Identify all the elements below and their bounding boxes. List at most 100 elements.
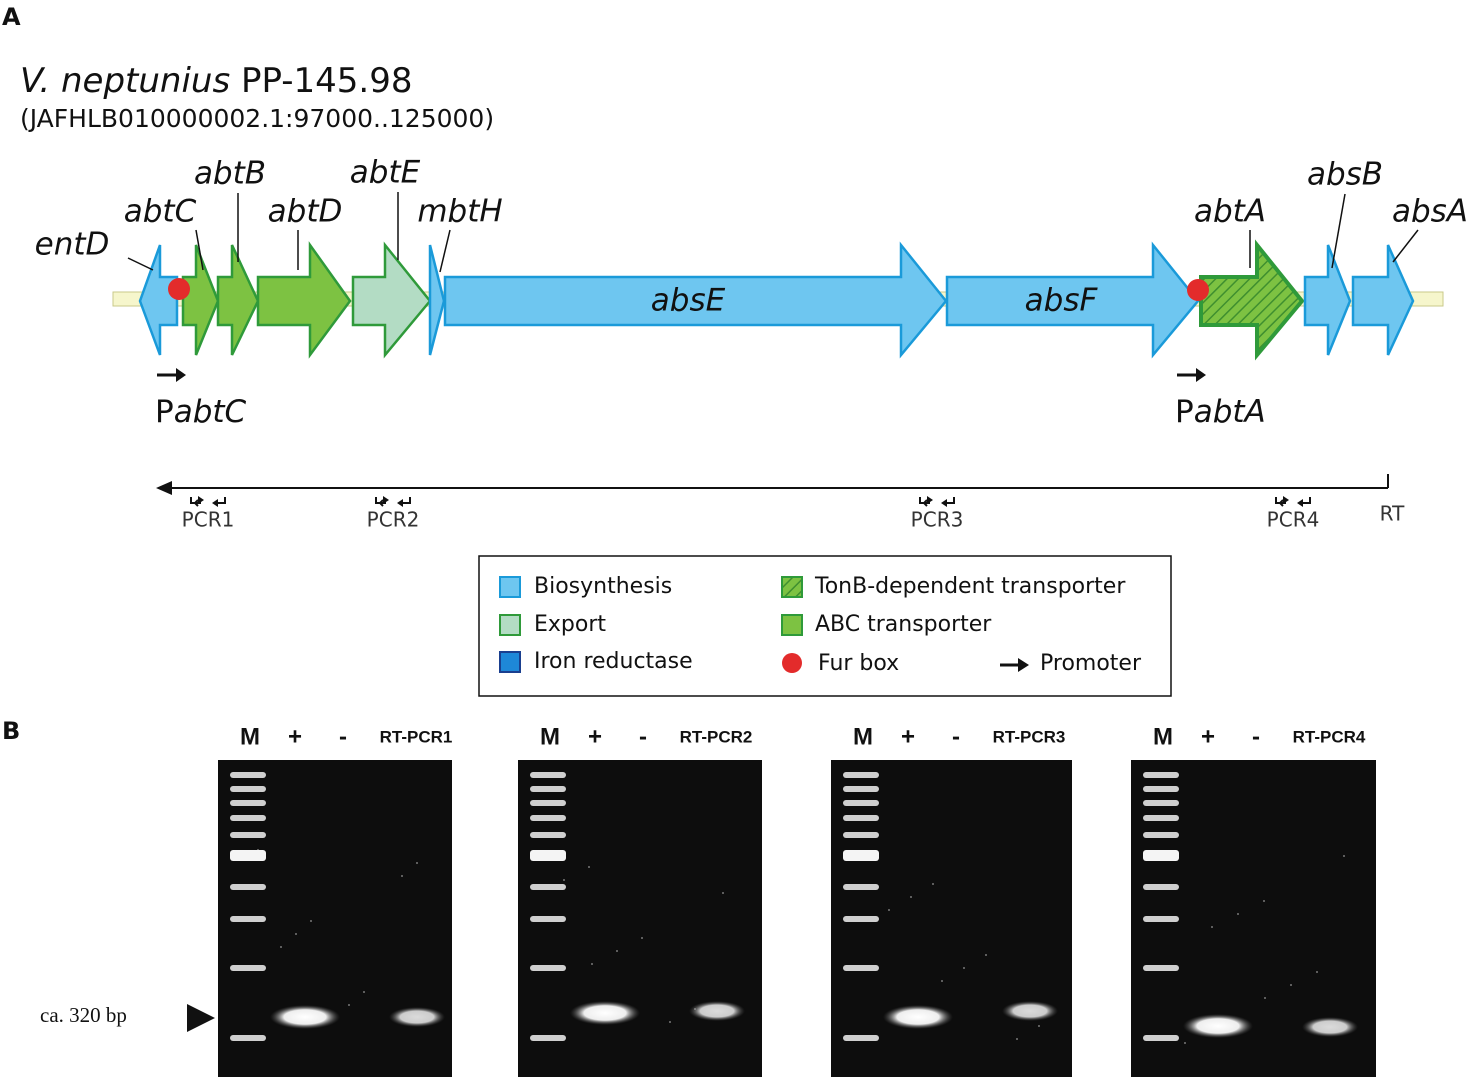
primer-head	[198, 496, 204, 504]
gene-arrow	[1351, 244, 1415, 356]
size-label: ca. 320 bp	[40, 1003, 127, 1027]
primer-head	[1297, 499, 1303, 507]
gene-label: absE	[651, 283, 726, 319]
legend: Biosynthesis Export Iron reductase TonB-…	[478, 555, 1172, 697]
gene-arrow	[181, 244, 220, 356]
ladder-band	[1143, 916, 1179, 922]
locus: (JAFHLB010000002.1:97000..125000)	[20, 104, 494, 133]
speck	[941, 980, 943, 982]
primer	[1275, 497, 1311, 507]
fur-box	[168, 278, 190, 300]
gene-arrow	[443, 241, 948, 359]
speck	[1316, 971, 1318, 973]
lane-label: M	[1153, 723, 1173, 750]
speck	[401, 875, 403, 877]
fur-box	[1187, 279, 1209, 301]
species: V. neptunius	[20, 61, 230, 101]
gene-label: absA	[1392, 194, 1468, 230]
promoter-gene: abtC	[174, 394, 247, 430]
speck	[348, 1004, 350, 1006]
ladder-band	[530, 916, 566, 922]
pcr-label: PCR2	[367, 508, 420, 532]
ladder-band	[1143, 832, 1179, 838]
legend-label: Export	[534, 612, 606, 637]
speck	[910, 896, 912, 898]
promoter-label: PabtC	[155, 394, 247, 430]
ladder-band	[230, 884, 266, 890]
ladder-band	[843, 800, 879, 806]
speck	[1237, 913, 1239, 915]
gene-arrow	[256, 241, 352, 359]
gene-label: abtE	[350, 155, 421, 191]
gels: M + - RT-PCR1 M + - RT-PCR2 M + - RT-PCR3 M + - RT-PCR4	[218, 723, 1376, 1077]
primer-head	[1283, 496, 1289, 504]
gene-label: entD	[35, 227, 110, 263]
legend-label: Iron reductase	[534, 649, 693, 674]
gene-label: abtA	[1194, 194, 1266, 230]
ladder-band	[1143, 786, 1179, 792]
band	[1302, 1017, 1358, 1037]
ladder-band	[843, 815, 879, 821]
lane-label: RT-PCR4	[1293, 727, 1366, 746]
ladder-band	[1143, 815, 1179, 821]
panel-label: A	[2, 3, 21, 31]
ladder-band	[1143, 800, 1179, 806]
primer-head	[397, 499, 403, 507]
lane-label: M	[540, 723, 560, 750]
ladder-band	[230, 800, 266, 806]
legend-label: TonB-dependent transporter	[814, 574, 1126, 599]
ladder-band	[530, 850, 566, 861]
ladder-band	[843, 916, 879, 922]
speck	[641, 937, 643, 939]
legend-label: Promoter	[1040, 651, 1142, 676]
lane-label: -	[952, 723, 960, 750]
gene-map	[112, 239, 1444, 361]
gene-arrow	[945, 241, 1200, 359]
ladder-band	[230, 1035, 266, 1041]
lane-label: +	[588, 723, 602, 750]
speck	[1264, 997, 1266, 999]
ladder-band	[530, 1035, 566, 1041]
panel-label: B	[2, 717, 20, 745]
ladder-band	[1143, 1035, 1179, 1041]
lane-label: M	[240, 723, 260, 750]
speck	[588, 866, 590, 868]
ladder-band	[530, 965, 566, 971]
gene-arrow	[428, 244, 446, 356]
speck	[1016, 1038, 1018, 1040]
size-marker: ca. 320 bp	[40, 1003, 215, 1032]
ladder-band	[230, 832, 266, 838]
strain: PP-145.98	[241, 61, 413, 101]
speck	[1343, 855, 1345, 857]
gene-arrow	[1303, 244, 1352, 356]
ladder-band	[230, 815, 266, 821]
speck	[616, 950, 618, 952]
band	[270, 1005, 340, 1029]
speck	[563, 879, 565, 881]
ladder-band	[1143, 850, 1179, 861]
gene-arrow	[351, 241, 432, 359]
ladder-band	[230, 965, 266, 971]
pcr-primers: PCR1 PCR2 PCR3 PCR4	[182, 496, 1319, 532]
speck	[1263, 900, 1265, 902]
band	[1183, 1014, 1253, 1038]
gene-label: abtC	[124, 194, 197, 230]
speck	[280, 946, 282, 948]
lane-label: M	[853, 723, 873, 750]
ladder-band	[843, 772, 879, 778]
legend-label: Fur box	[818, 651, 899, 676]
ladder-band	[230, 916, 266, 922]
promoters: PabtC PabtA	[155, 368, 1266, 430]
legend-label: Biosynthesis	[534, 574, 672, 599]
promoter-prefix: P	[155, 394, 174, 430]
lane-label: +	[1201, 723, 1215, 750]
gene-label: abtB	[194, 156, 266, 192]
gene-label: absF	[1025, 283, 1099, 319]
ladder-band	[1143, 772, 1179, 778]
pcr-label: PCR3	[911, 508, 964, 532]
lane-label: -	[639, 723, 647, 750]
speck	[310, 920, 312, 922]
ladder-band	[230, 786, 266, 792]
lane-label: +	[288, 723, 302, 750]
